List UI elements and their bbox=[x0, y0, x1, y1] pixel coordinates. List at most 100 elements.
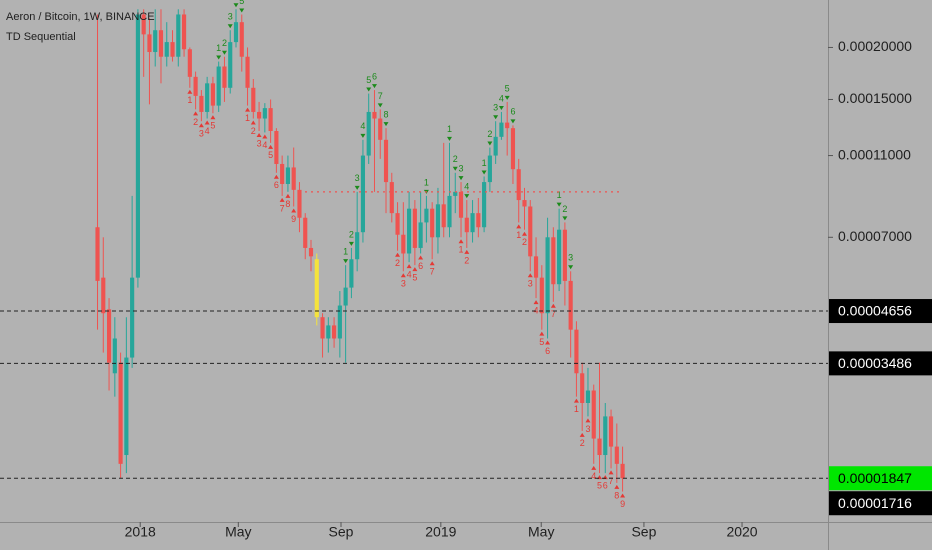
candle-body bbox=[383, 139, 389, 183]
td-count: 3 bbox=[568, 253, 573, 263]
td-count: 3 bbox=[257, 138, 262, 148]
td-marker bbox=[354, 185, 360, 190]
td-count: 7 bbox=[280, 203, 285, 213]
candle-body bbox=[545, 237, 550, 314]
td-marker bbox=[233, 3, 239, 8]
td-count: 9 bbox=[291, 214, 296, 224]
candle-body bbox=[366, 111, 371, 156]
plot-area: 1234512345123456789123456782345617123142… bbox=[95, 0, 625, 509]
candle-body bbox=[239, 22, 244, 57]
overlay: 0.00020000 0.00015000 0.00011000 0.00007000… bbox=[0, 38, 932, 540]
candle-body bbox=[256, 111, 262, 119]
td-count: 2 bbox=[453, 154, 458, 164]
td-count: 2 bbox=[193, 117, 198, 127]
td-marker bbox=[568, 265, 574, 270]
x-tick-label: Sep bbox=[631, 524, 656, 540]
td-count: 4 bbox=[262, 140, 267, 150]
candle-body bbox=[124, 357, 129, 456]
y-tick-label: 0.00020000 bbox=[838, 38, 912, 54]
td-count: 2 bbox=[487, 129, 492, 139]
td-marker bbox=[539, 331, 545, 336]
price-label: 0.00001847 bbox=[838, 470, 912, 486]
td-marker bbox=[429, 261, 435, 266]
td-marker bbox=[585, 418, 591, 423]
x-tick-label: May bbox=[528, 524, 554, 540]
td-count: 7 bbox=[551, 309, 556, 319]
td-marker bbox=[221, 50, 227, 55]
td-marker bbox=[550, 303, 556, 308]
td-count: 5 bbox=[210, 121, 215, 131]
td-marker bbox=[527, 273, 533, 278]
td-marker bbox=[418, 255, 424, 260]
td-marker bbox=[198, 123, 204, 128]
x-tick-label: 2020 bbox=[726, 524, 757, 540]
td-count: 2 bbox=[222, 38, 227, 48]
td-marker bbox=[377, 103, 383, 108]
td-marker bbox=[533, 300, 539, 305]
indicator-name: TD Sequential bbox=[6, 31, 76, 43]
td-count: 6 bbox=[372, 71, 377, 81]
td-count: 1 bbox=[574, 404, 579, 414]
candle-body bbox=[505, 122, 510, 129]
td-marker bbox=[256, 133, 262, 138]
td-marker bbox=[250, 120, 256, 125]
td-marker bbox=[279, 197, 285, 202]
candle-body bbox=[297, 189, 302, 218]
td-marker bbox=[193, 111, 199, 116]
candle-body bbox=[378, 118, 383, 140]
td-marker bbox=[562, 216, 568, 221]
td-marker bbox=[608, 470, 614, 475]
td-marker bbox=[187, 89, 193, 94]
candle-body bbox=[360, 155, 366, 233]
candle-body bbox=[464, 217, 469, 233]
candle-body bbox=[135, 14, 140, 278]
candle-body bbox=[499, 122, 504, 137]
candle-body bbox=[193, 76, 198, 96]
candle-body bbox=[199, 95, 204, 112]
candle-body bbox=[181, 14, 187, 50]
candle-body bbox=[441, 204, 446, 228]
candle-body bbox=[251, 87, 256, 112]
candle-body bbox=[355, 232, 360, 260]
candle-body bbox=[597, 438, 602, 456]
td-count: 4 bbox=[534, 306, 539, 316]
td-count: 1 bbox=[343, 247, 348, 257]
candle-body bbox=[528, 206, 533, 257]
y-tick-label: 0.00007000 bbox=[838, 228, 912, 244]
td-marker bbox=[510, 119, 516, 124]
candle-body bbox=[95, 227, 100, 281]
candle-body bbox=[470, 213, 475, 233]
candle-body bbox=[458, 191, 464, 218]
td-marker bbox=[406, 264, 412, 269]
candle-body bbox=[401, 234, 406, 254]
td-marker bbox=[366, 87, 372, 92]
td-count: 7 bbox=[378, 91, 383, 101]
td-count: 7 bbox=[430, 267, 435, 277]
td-marker bbox=[452, 166, 458, 171]
td-marker bbox=[521, 231, 527, 236]
td-count: 1 bbox=[187, 95, 192, 105]
candle-body bbox=[147, 34, 152, 53]
td-marker bbox=[348, 241, 354, 246]
td-marker bbox=[360, 133, 366, 138]
x-tick-label: 2019 bbox=[425, 524, 456, 540]
candle-body bbox=[233, 22, 239, 43]
td-count: 5 bbox=[268, 150, 273, 160]
td-count: 3 bbox=[528, 279, 533, 289]
td-count: 5 bbox=[539, 337, 544, 347]
candle-body bbox=[620, 463, 625, 479]
candle-body bbox=[216, 66, 221, 106]
td-count: 4 bbox=[499, 93, 504, 103]
td-marker bbox=[262, 134, 268, 139]
td-marker bbox=[371, 84, 377, 89]
candle-body bbox=[407, 208, 412, 254]
td-count: 7 bbox=[609, 476, 614, 486]
candle-body bbox=[482, 182, 487, 228]
candle-body bbox=[153, 30, 158, 53]
td-marker bbox=[383, 122, 389, 127]
td-count: 8 bbox=[614, 490, 619, 500]
price-label: 0.00003486 bbox=[838, 355, 912, 371]
td-count: 6 bbox=[603, 480, 608, 490]
td-count: 5 bbox=[505, 83, 510, 93]
